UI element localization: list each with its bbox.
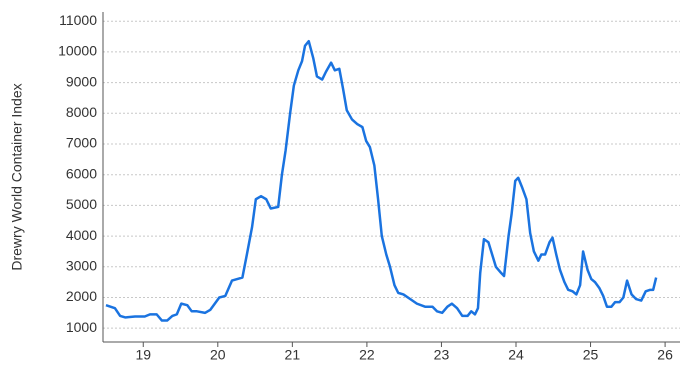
y-tick-label: 8000: [66, 104, 97, 120]
x-tick-label: 21: [285, 347, 301, 363]
y-tick-label: 2000: [66, 288, 97, 304]
y-tick-label: 6000: [66, 165, 97, 181]
y-tick-label: 4000: [66, 227, 97, 243]
x-tick-label: 23: [434, 347, 450, 363]
data-line: [105, 39, 658, 322]
y-tick-label: 5000: [66, 196, 97, 212]
y-tick-label: 9000: [66, 73, 97, 89]
x-tick-label: 19: [135, 347, 151, 363]
y-tick-label: 3000: [66, 257, 97, 273]
x-tick-label: 25: [583, 347, 599, 363]
x-tick-label: 26: [657, 347, 673, 363]
y-axis-label: Drewry World Container Index: [9, 83, 25, 270]
x-tick-label: 20: [210, 347, 226, 363]
y-tick-label: 7000: [66, 135, 97, 151]
x-tick-label: 22: [359, 347, 375, 363]
y-tick-label: 10000: [58, 43, 97, 59]
x-tick-label: 24: [508, 347, 524, 363]
y-tick-label: 1000: [66, 319, 97, 335]
y-tick-label: 11000: [59, 12, 97, 28]
